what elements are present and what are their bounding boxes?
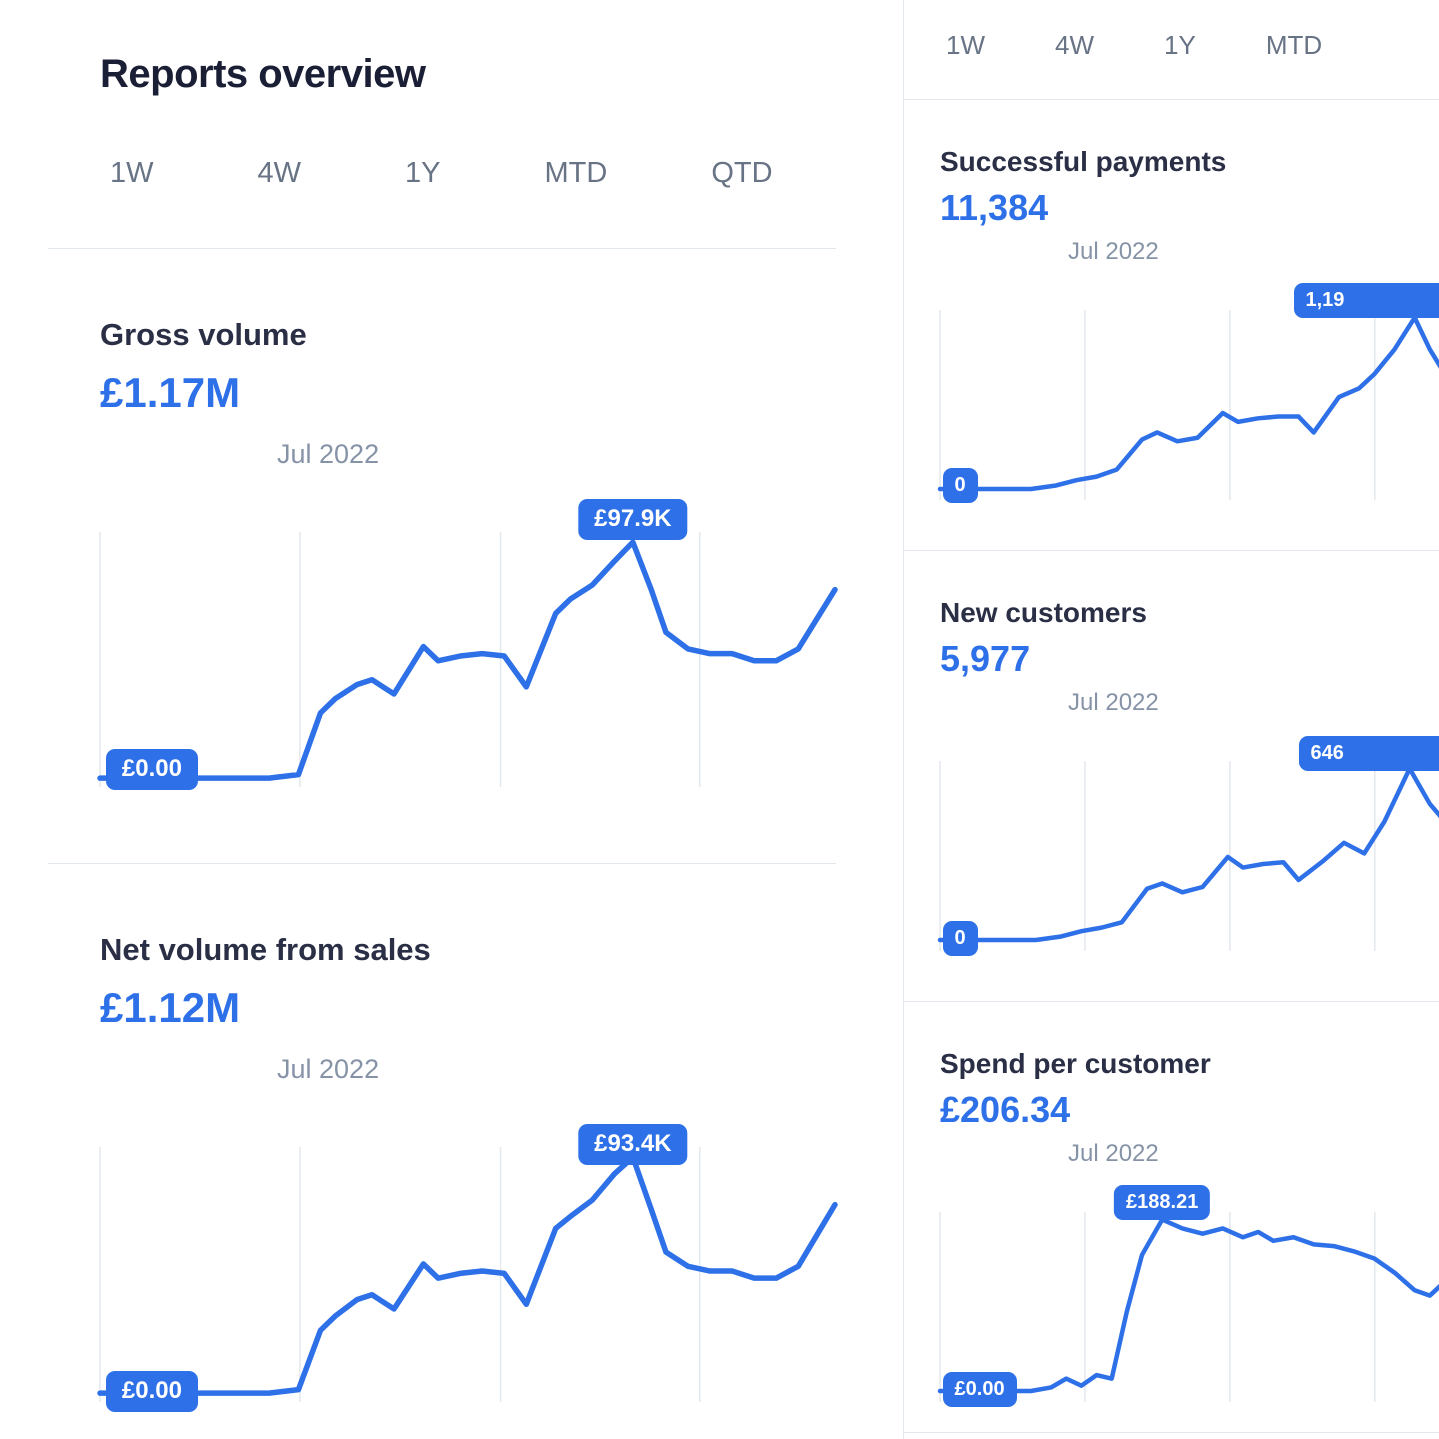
spend-per-customer-period: Jul 2022 [1068,1140,1159,1167]
min-value-badge: £0.00 [105,748,198,790]
right-range-tabs: 1W 4W 1Y MTD [946,30,1439,61]
new-customers-line [940,769,1439,940]
spend-per-customer-value: £206.34 [940,1089,1071,1130]
successful-payments-chart[interactable]: 1,19 0 [940,283,1439,503]
peak-value-badge: £188.21 [1114,1185,1211,1221]
new-customers-value: 5,977 [940,638,1031,679]
gross-volume-plot [100,532,835,787]
peak-value-badge: 646 [1298,736,1439,772]
gross-volume-title: Gross volume [100,317,307,352]
gross-volume-period: Jul 2022 [277,439,380,469]
divider [904,1432,1439,1433]
tab-1y[interactable]: 1Y [1164,30,1196,60]
gross-volume-value: £1.17M [100,369,241,416]
net-volume-from-sales-plot [100,1147,835,1402]
tab-mtd[interactable]: MTD [1265,30,1323,60]
new-customers-title: New customers [940,597,1147,628]
spend-per-customer-card[interactable]: Spend per customer £206.34 Jul 2022 £188… [940,1048,1439,1407]
spend-per-customer-plot [940,1212,1439,1402]
net-volume-value: £1.12M [100,984,241,1031]
successful-payments-card[interactable]: Successful payments 11,384 Jul 2022 1,19… [940,146,1439,503]
divider [48,863,836,864]
page-title: Reports overview [100,52,426,96]
successful-payments-title: Successful payments [940,146,1227,177]
spend-per-customer-chart[interactable]: £188.21 £0.00 [940,1185,1439,1407]
tab-qtd[interactable]: QTD [711,157,773,189]
net-volume-from-sales-line [100,1157,835,1393]
new-customers-chart[interactable]: 646 0 [940,736,1439,956]
left-column: Reports overview 1W 4W 1Y MTD QTD Gross … [48,52,903,1413]
net-volume-chart[interactable]: £93.4K £0.00 [100,1124,835,1413]
net-volume-card[interactable]: Net volume from sales £1.12M Jul 2022 £9… [100,932,903,1413]
successful-payments-line [940,318,1439,489]
right-column: 1W 4W 1Y MTD Successful payments 11,384 … [903,0,1439,1439]
net-volume-title: Net volume from sales [100,932,431,967]
spend-per-customer-line [940,1220,1439,1391]
gross-volume-line [100,542,835,778]
new-customers-plot [940,761,1439,951]
min-value-badge: 0 [942,920,978,956]
min-value-badge: £0.00 [105,1371,198,1413]
tab-mtd[interactable]: MTD [544,157,608,189]
min-value-badge: 0 [942,467,978,503]
new-customers-period: Jul 2022 [1068,689,1159,716]
gross-volume-chart[interactable]: £97.9K £0.00 [100,498,835,790]
left-range-tabs: 1W 4W 1Y MTD QTD [110,157,903,190]
tab-1w[interactable]: 1W [110,157,154,189]
gross-volume-card[interactable]: Gross volume £1.17M Jul 2022 £97.9K £0.00 [100,317,903,790]
min-value-badge: £0.00 [942,1371,1017,1407]
divider [904,99,1439,100]
peak-value-badge: 1,19 [1293,283,1439,319]
divider [904,550,1439,551]
spend-per-customer-title: Spend per customer [940,1048,1211,1079]
successful-payments-value: 11,384 [940,187,1049,228]
tab-4w[interactable]: 4W [257,157,302,189]
divider [48,248,836,249]
divider [904,1001,1439,1002]
peak-value-badge: £93.4K [578,1124,688,1166]
tab-1y[interactable]: 1Y [405,157,441,189]
net-volume-period: Jul 2022 [277,1054,380,1084]
tab-4w[interactable]: 4W [1055,30,1094,60]
peak-value-badge: £97.9K [578,498,688,540]
new-customers-card[interactable]: New customers 5,977 Jul 2022 646 0 [940,597,1439,956]
tab-1w[interactable]: 1W [946,30,985,60]
successful-payments-period: Jul 2022 [1068,238,1159,265]
successful-payments-plot [940,310,1439,500]
